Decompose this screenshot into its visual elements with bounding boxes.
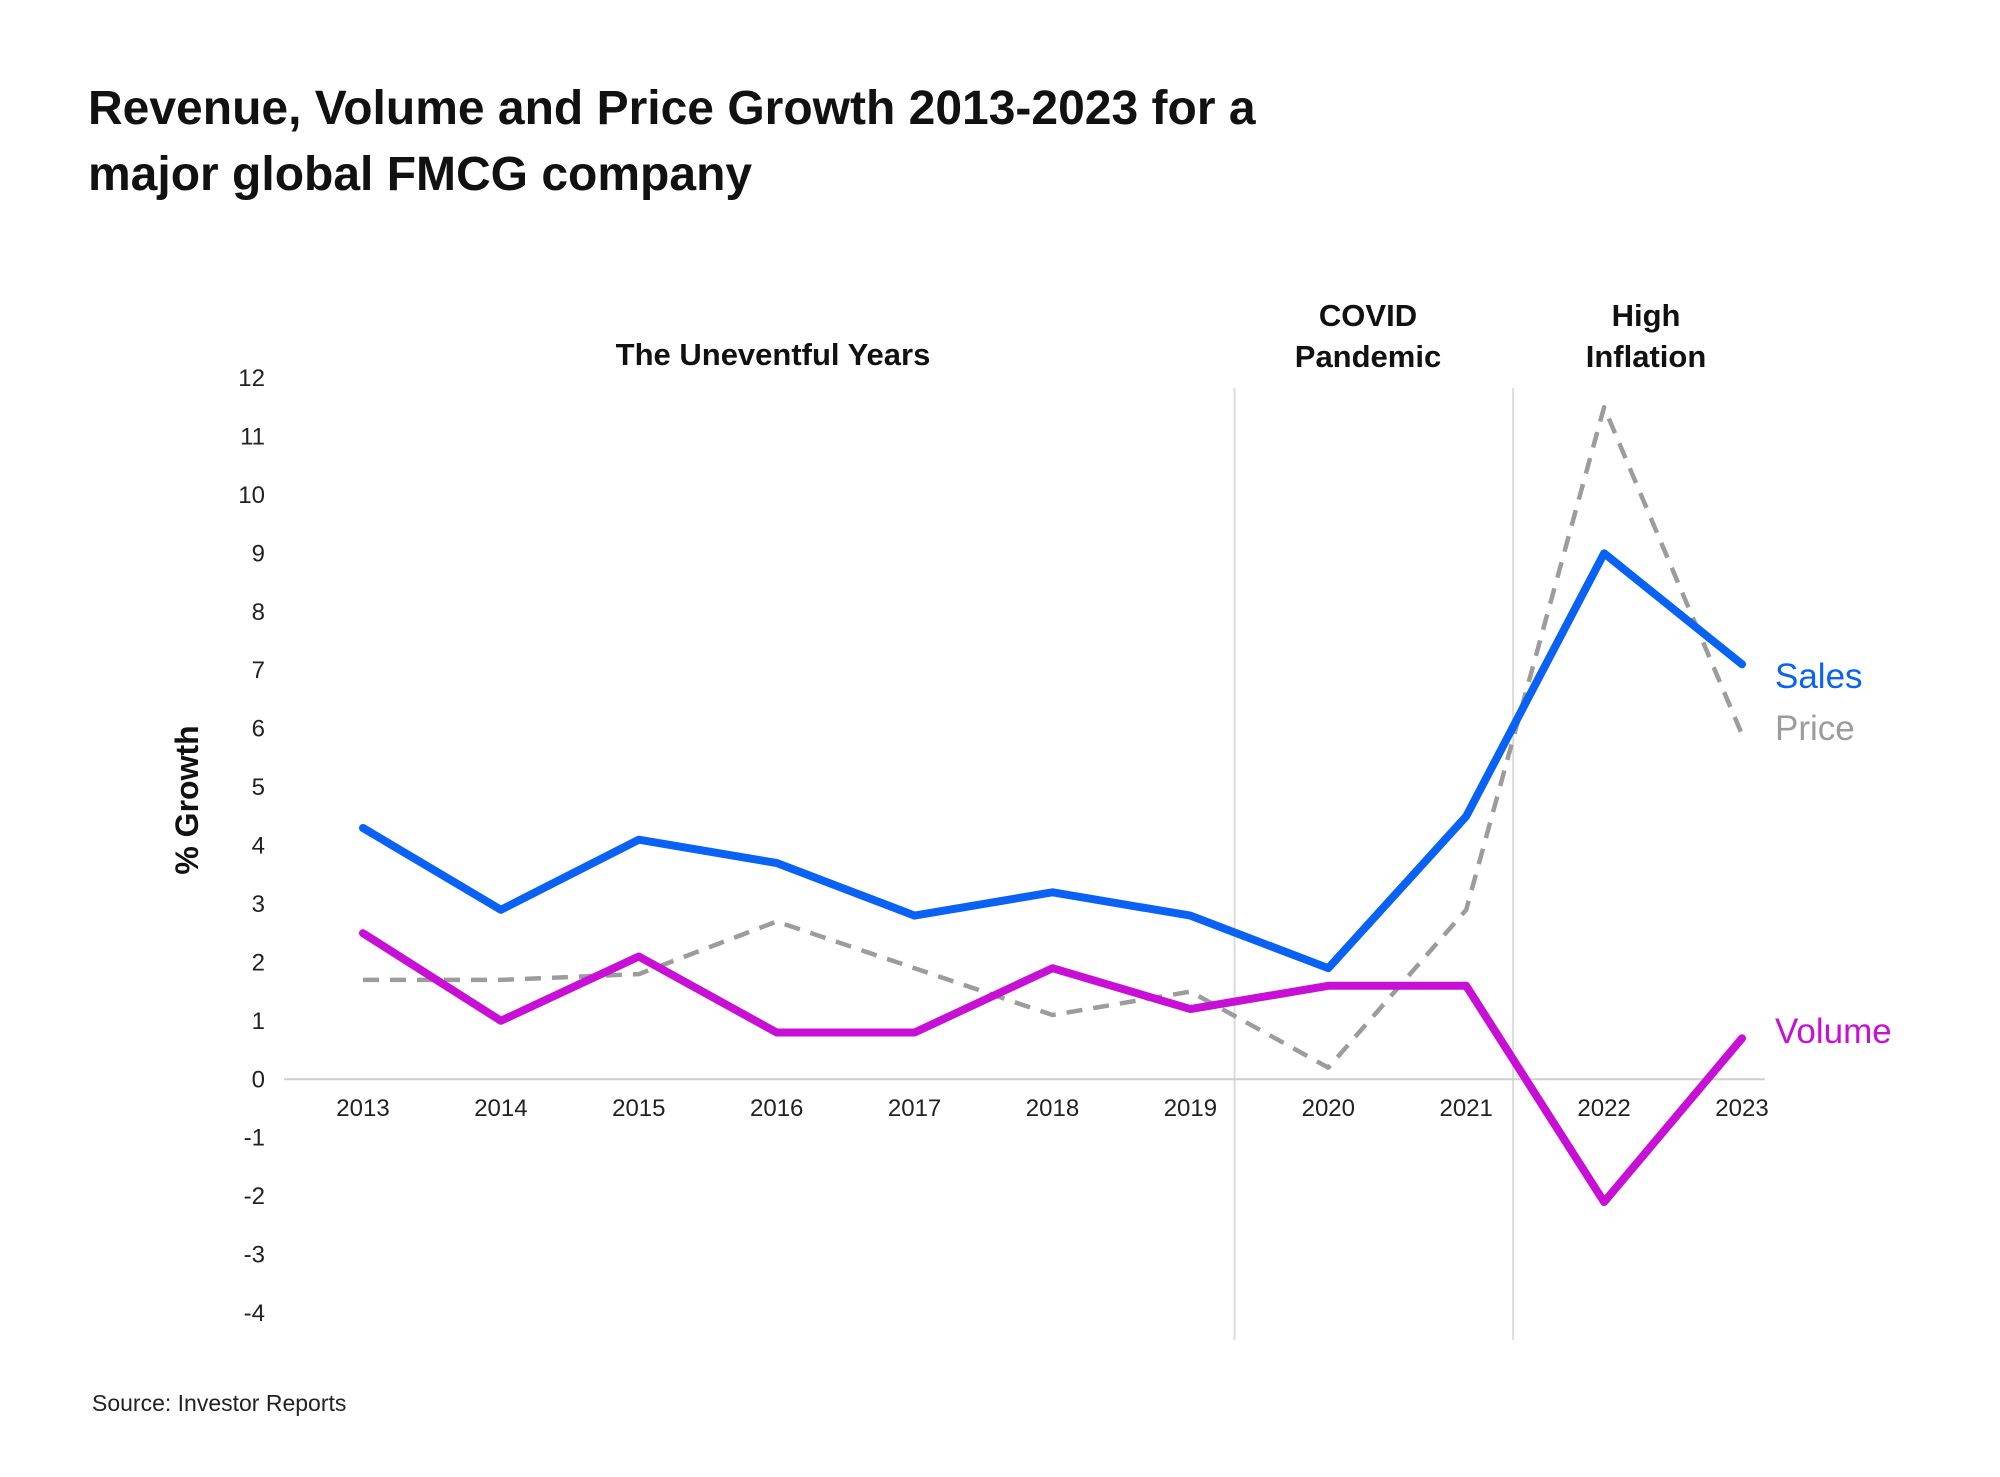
y-tick-label: 12 xyxy=(238,365,265,392)
period-annotation-3-line-2: Inflation xyxy=(1586,339,1707,374)
x-tick-label: 2020 xyxy=(1302,1095,1355,1122)
y-tick-label: 10 xyxy=(238,482,265,509)
y-axis-label: % Growth xyxy=(169,725,205,874)
legend-label-price: Price xyxy=(1775,709,1855,748)
legend: Sales Price Volume xyxy=(1775,657,1892,1051)
y-tick-label: 7 xyxy=(252,657,265,684)
legend-label-sales: Sales xyxy=(1775,657,1863,696)
x-tick-label: 2022 xyxy=(1577,1095,1630,1122)
series-lines xyxy=(359,404,1746,1206)
chart-title-line-2: major global FMCG company xyxy=(88,148,752,201)
legend-label-volume: Volume xyxy=(1775,1012,1892,1051)
x-tick-label: 2016 xyxy=(750,1095,803,1122)
y-tick-label: -3 xyxy=(244,1242,265,1269)
y-tick-label: 5 xyxy=(252,774,265,801)
period-dividers xyxy=(1233,388,1515,1340)
y-tick-label: -1 xyxy=(244,1125,265,1152)
x-tick-label: 2019 xyxy=(1164,1095,1217,1122)
chart-title-line-1: Revenue, Volume and Price Growth 2013-20… xyxy=(88,82,1256,135)
y-tick-label: -2 xyxy=(244,1183,265,1210)
y-tick-label: 2 xyxy=(252,949,265,976)
source-note: Source: Investor Reports xyxy=(92,1390,346,1416)
x-tick-label: 2014 xyxy=(474,1095,527,1122)
x-tick-label: 2021 xyxy=(1440,1095,1493,1122)
period-annotation-3-line-1: High xyxy=(1612,298,1681,333)
y-tick-label: 8 xyxy=(252,599,265,626)
series-line-sales xyxy=(359,549,1746,973)
series-line-volume xyxy=(359,929,1746,1206)
y-tick-label: 1 xyxy=(252,1008,265,1035)
y-tick-label: 9 xyxy=(252,540,265,567)
period-annotation-2-line-2: Pandemic xyxy=(1295,339,1441,374)
x-tick-label: 2013 xyxy=(336,1095,389,1122)
period-annotations: The Uneventful Years COVID Pandemic High Inf… xyxy=(616,298,1707,374)
period-annotation-1-line-1: The Uneventful Years xyxy=(616,337,931,372)
y-tick-label: 11 xyxy=(240,423,265,450)
y-tick-label: 4 xyxy=(252,833,265,860)
y-tick-label: 6 xyxy=(252,716,265,743)
x-tick-label: 2017 xyxy=(888,1095,941,1122)
x-tick-label: 2023 xyxy=(1715,1095,1768,1122)
chart-title: Revenue, Volume and Price Growth 2013-20… xyxy=(88,82,1256,201)
period-annotation-2-line-1: COVID xyxy=(1319,298,1417,333)
y-tick-label: 0 xyxy=(252,1066,265,1093)
x-tick-label: 2018 xyxy=(1026,1095,1079,1122)
y-tick-label: -4 xyxy=(244,1300,265,1327)
x-tick-label: 2015 xyxy=(612,1095,665,1122)
y-tick-label: 3 xyxy=(252,891,265,918)
